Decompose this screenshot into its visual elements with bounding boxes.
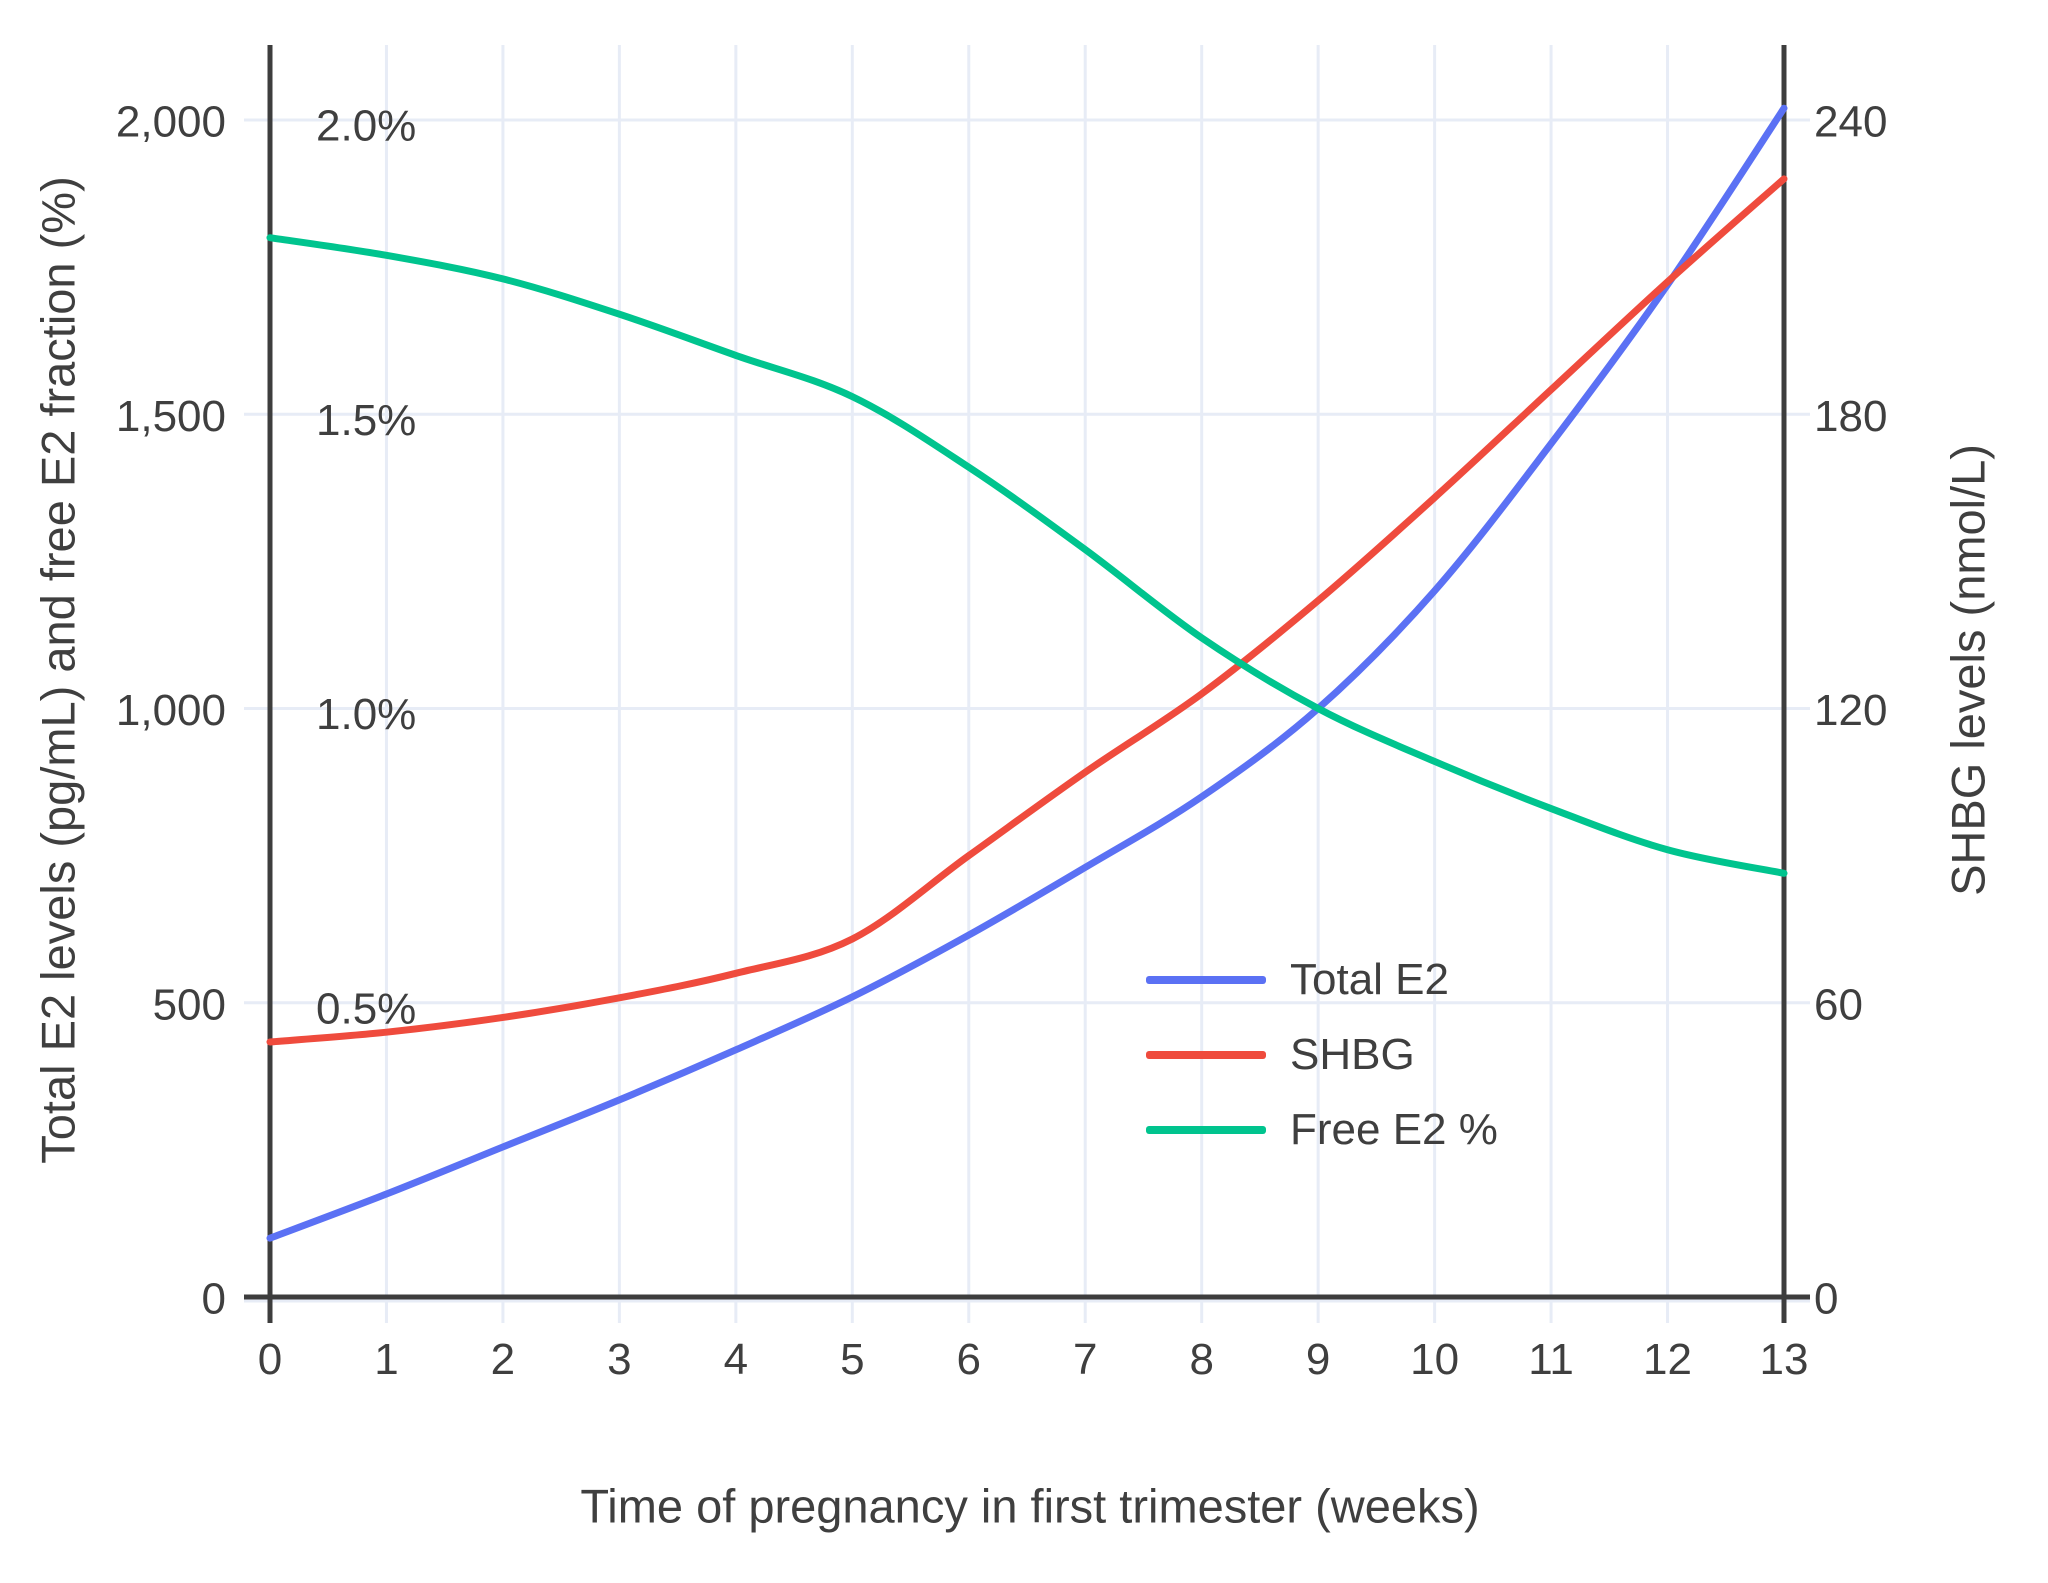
legend-swatch-free-e2 (1146, 1125, 1266, 1134)
y-left-tick-label: 1,000 (116, 686, 226, 735)
legend: Total E2 SHBG Free E2 % (1146, 942, 1498, 1167)
legend-label-total-e2: Total E2 (1290, 954, 1449, 1004)
x-tick-label: 6 (957, 1335, 981, 1384)
legend-swatch-total-e2 (1146, 975, 1266, 984)
legend-item-total-e2: Total E2 (1146, 942, 1498, 1017)
x-tick-label: 13 (1760, 1335, 1809, 1384)
x-tick-label: 10 (1410, 1335, 1459, 1384)
series-line-shbg (266, 175, 1788, 1046)
percent-tick-label: 2.0% (316, 102, 416, 151)
x-tick-label: 9 (1306, 1335, 1330, 1384)
x-tick-label: 4 (724, 1335, 748, 1384)
legend-label-shbg: SHBG (1290, 1029, 1415, 1079)
legend-label-free-e2: Free E2 % (1290, 1104, 1498, 1154)
x-tick-label: 5 (840, 1335, 864, 1384)
percent-tick-label: 1.5% (316, 396, 416, 445)
x-tick-label: 11 (1528, 1335, 1574, 1384)
y-left-tick-label: 0 (202, 1275, 226, 1324)
legend-item-free-e2: Free E2 % (1146, 1092, 1498, 1167)
legend-swatch-shbg (1146, 1050, 1266, 1059)
y-right-tick-label: 240 (1814, 98, 1887, 147)
series-line-free-e2- (266, 234, 1788, 877)
x-tick-label: 1 (374, 1335, 398, 1384)
y-right-tick-label: 120 (1814, 686, 1887, 735)
y-axis-title-left: Total E2 levels (pg/mL) and free E2 frac… (31, 176, 85, 1164)
x-tick-label: 8 (1189, 1335, 1213, 1384)
y-left-tick-label: 1,500 (116, 392, 226, 441)
x-tick-label: 7 (1073, 1335, 1097, 1384)
legend-item-shbg: SHBG (1146, 1017, 1498, 1092)
y-right-tick-label: 0 (1814, 1275, 1838, 1324)
y-left-tick-label: 2,000 (116, 98, 226, 147)
x-tick-label: 12 (1643, 1335, 1692, 1384)
x-tick-label: 0 (258, 1335, 282, 1384)
x-axis-title: Time of pregnancy in first trimester (we… (580, 1479, 1480, 1533)
percent-tick-label: 0.5% (316, 984, 416, 1033)
series-line-total-e2 (266, 104, 1788, 1242)
x-tick-label: 3 (607, 1335, 631, 1384)
x-tick-label: 2 (491, 1335, 515, 1384)
percent-tick-label: 1.0% (316, 690, 416, 739)
y-axis-title-right: SHBG levels (nmol/L) (1941, 444, 1995, 896)
y-left-tick-label: 500 (153, 980, 226, 1029)
y-right-tick-label: 60 (1814, 980, 1863, 1029)
y-right-tick-label: 180 (1814, 392, 1887, 441)
